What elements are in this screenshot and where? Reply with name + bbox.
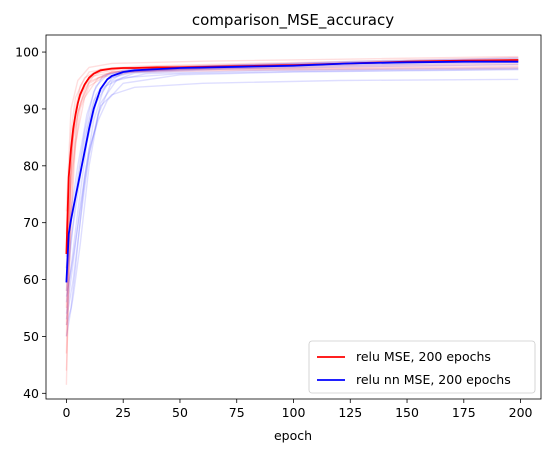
series-line-0 <box>65 59 519 255</box>
faint-run-blue-6 <box>65 69 519 314</box>
faint-run-blue-0 <box>65 61 519 326</box>
y-tick-label-80: 80 <box>23 158 39 173</box>
faint-run-blue-9 <box>65 67 519 297</box>
faint-run-red-7 <box>65 58 519 291</box>
y-tick-label-50: 50 <box>23 329 39 344</box>
faint-run-blue-1 <box>65 63 519 337</box>
plot-area <box>45 34 542 400</box>
x-tick-label-100: 100 <box>282 405 306 420</box>
x-tick-label-175: 175 <box>452 405 476 420</box>
faint-run-blue-7 <box>65 57 519 257</box>
y-axis: 40 50 60 70 80 90 100 <box>15 45 46 401</box>
legend-label-relu-nn-mse: relu nn MSE, 200 epochs <box>356 372 511 387</box>
faint-run-red-3 <box>65 67 519 371</box>
faint-run-blue-8 <box>65 59 519 280</box>
faint-run-red-1 <box>65 65 519 354</box>
x-tick-label-200: 200 <box>509 405 533 420</box>
faint-run-blue-5 <box>65 68 519 291</box>
chart-title: comparison_MSE_accuracy <box>192 11 394 30</box>
faint-run-blue-3 <box>65 78 519 320</box>
faint-run-red-6 <box>65 55 519 212</box>
faint-run-red-9 <box>65 62 519 326</box>
legend-label-relu-mse: relu MSE, 200 epochs <box>356 349 491 364</box>
x-tick-label-25: 25 <box>115 405 131 420</box>
y-tick-label-40: 40 <box>23 386 39 401</box>
x-axis: 0 25 50 75 100 125 150 175 200 <box>62 399 533 420</box>
faint-run-red-8 <box>65 60 519 269</box>
faint-run-blue-4 <box>65 58 519 269</box>
x-axis-label: epoch <box>274 428 312 443</box>
faint-runs-layer <box>65 55 519 385</box>
faint-run-red-2 <box>65 66 519 309</box>
x-tick-label-0: 0 <box>62 405 70 420</box>
y-tick-label-100: 100 <box>15 45 39 60</box>
faint-run-red-4 <box>65 63 519 385</box>
x-tick-label-75: 75 <box>229 405 245 420</box>
x-tick-label-125: 125 <box>338 405 362 420</box>
faint-run-blue-2 <box>65 59 519 303</box>
x-tick-label-50: 50 <box>172 405 188 420</box>
legend-box <box>308 340 536 394</box>
faint-run-red-5 <box>65 57 519 235</box>
y-tick-label-60: 60 <box>23 272 39 287</box>
series-layer <box>65 59 519 283</box>
y-tick-label-90: 90 <box>23 101 39 116</box>
y-tick-label-70: 70 <box>23 215 39 230</box>
faint-run-red-0 <box>65 59 519 337</box>
series-line-1 <box>65 60 519 283</box>
legend: relu MSE, 200 epochs relu nn MSE, 200 ep… <box>308 340 536 394</box>
x-tick-label-150: 150 <box>395 405 419 420</box>
